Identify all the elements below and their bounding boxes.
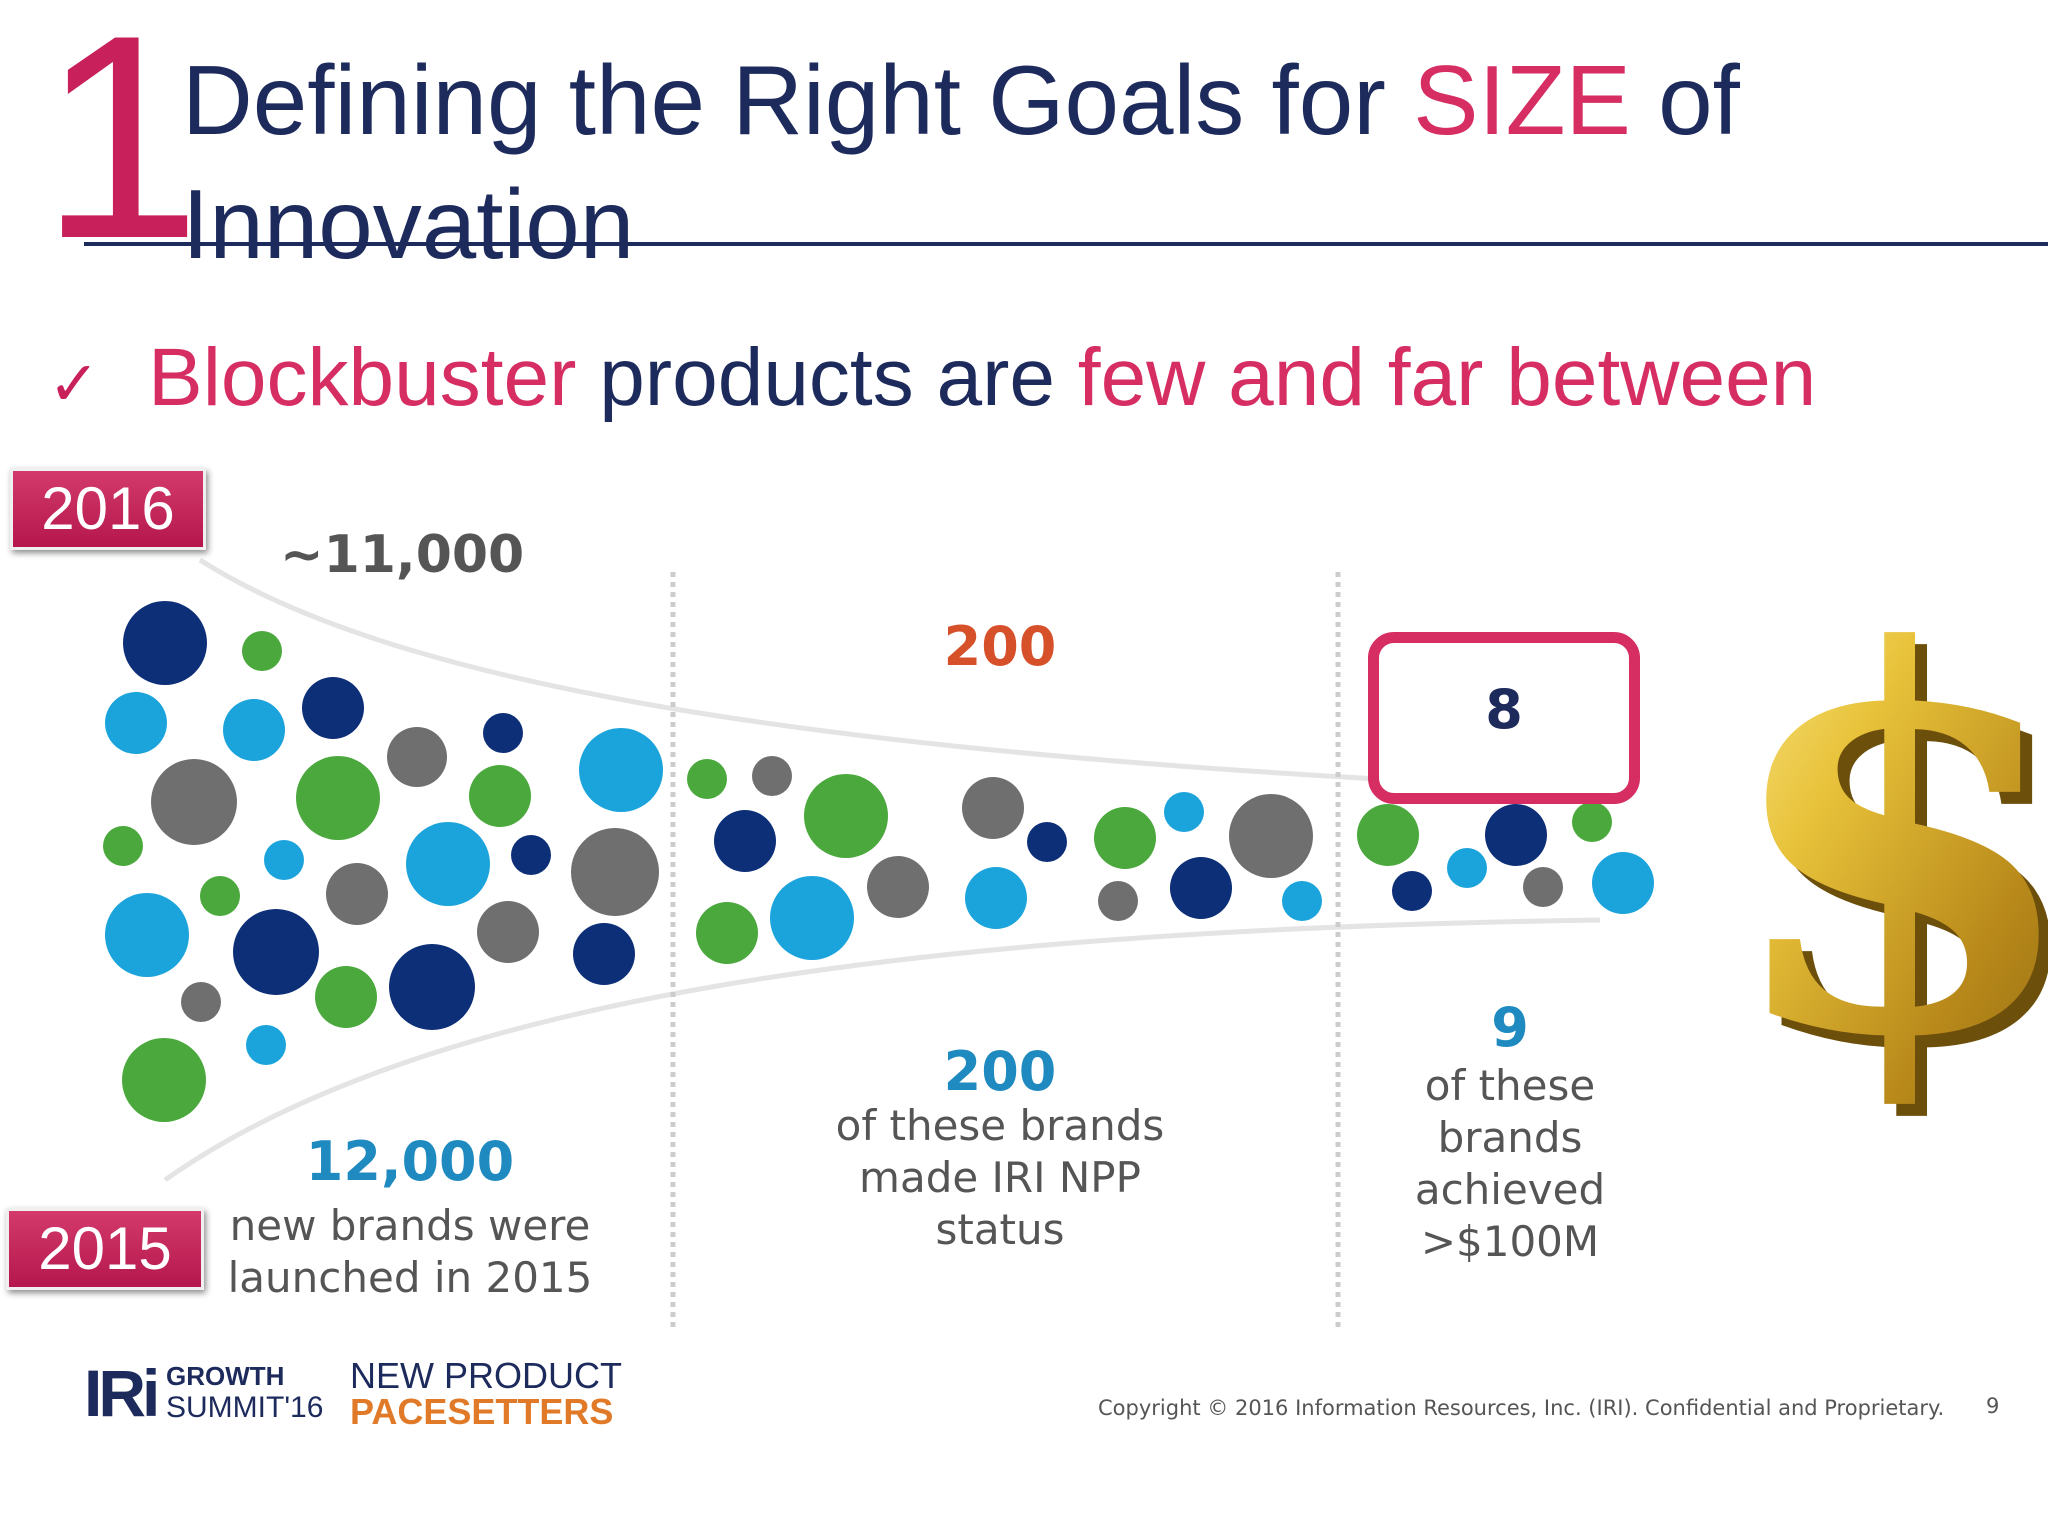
brand-dot xyxy=(123,601,207,685)
page-title: Defining the Right Goals for SIZE of Inn… xyxy=(182,38,1822,286)
brand-dots xyxy=(103,601,1654,1122)
brand-dot xyxy=(469,765,531,827)
funnel-bottom-curve xyxy=(163,917,1601,1183)
brand-dot xyxy=(477,901,539,963)
brand-dot xyxy=(1357,804,1419,866)
title-highlight: SIZE xyxy=(1413,45,1631,155)
brand-dot xyxy=(1164,792,1204,832)
brand-dot xyxy=(1572,802,1612,842)
bullet-text: products are xyxy=(576,332,1078,423)
brand-dot xyxy=(1229,794,1313,878)
dollar-sign-icon: $ $ xyxy=(1720,540,2048,1163)
growth-logo-text: GROWTH xyxy=(166,1361,285,1391)
bullet-point: ✓ Blockbuster products are few and far be… xyxy=(48,328,1816,435)
brand-dot xyxy=(246,1025,286,1065)
bullet-highlight-2: few and far between xyxy=(1077,332,1817,423)
stage2-2015-count: 200 xyxy=(943,1040,1057,1103)
new-product-logo-text: NEW PRODUCT xyxy=(350,1355,622,1396)
brand-dot xyxy=(965,867,1027,929)
brand-dot xyxy=(296,756,380,840)
brand-dot xyxy=(223,699,285,761)
brand-dot xyxy=(200,876,240,916)
stage1-2015-count: 12,000 xyxy=(305,1130,515,1193)
iri-logo: IRi xyxy=(84,1356,160,1430)
brand-dot xyxy=(326,863,388,925)
pacesetters-logo-text: PACESETTERS xyxy=(350,1391,614,1432)
funnel-top-curve xyxy=(198,557,1601,793)
stage1-2015-description: new brands were launched in 2015 xyxy=(227,1201,593,1302)
brand-dot xyxy=(264,840,304,880)
copyright-notice: Copyright © 2016 Information Resources, … xyxy=(1098,1396,1945,1420)
brand-dot xyxy=(151,759,237,845)
brand-dot xyxy=(696,902,758,964)
stage3-2016-count: 8 xyxy=(1485,678,1523,741)
brand-dot xyxy=(1485,804,1547,866)
slide-section-number: 1 xyxy=(40,0,201,299)
highlight-box xyxy=(1368,632,1640,804)
brand-dot xyxy=(181,982,221,1022)
brand-dot xyxy=(1592,852,1654,914)
brand-dot xyxy=(1523,867,1563,907)
title-underline xyxy=(84,242,2048,246)
brand-dot xyxy=(1282,881,1322,921)
brand-dot xyxy=(103,826,143,866)
brand-dot xyxy=(105,692,167,754)
brand-dot xyxy=(233,909,319,995)
brand-dot xyxy=(105,893,189,977)
brand-dot xyxy=(242,631,282,671)
brand-dot xyxy=(770,876,854,960)
brand-dot xyxy=(573,923,635,985)
brand-dot xyxy=(1447,848,1487,888)
title-text-2: of Innovation xyxy=(182,45,1740,279)
brand-dot xyxy=(1027,822,1067,862)
stage3-2015-description: of these brands achieved >$100M xyxy=(1414,1061,1606,1266)
brand-dot xyxy=(1392,871,1432,911)
brand-dot xyxy=(571,828,659,916)
brand-dot xyxy=(1170,857,1232,919)
summit-logo-text: SUMMIT'16 xyxy=(166,1391,324,1424)
svg-text:$: $ xyxy=(1720,540,2048,1151)
brand-dot xyxy=(1098,881,1138,921)
brand-dot xyxy=(387,727,447,787)
brand-dot xyxy=(511,835,551,875)
stage2-2016-count: 200 xyxy=(943,615,1057,678)
year-badge-2016: 2016 xyxy=(10,468,206,550)
brand-dot xyxy=(962,777,1024,839)
stage1-2016-count: ~11,000 xyxy=(280,525,525,585)
year-badge-2015: 2015 xyxy=(6,1208,204,1290)
svg-text:$: $ xyxy=(1732,552,2048,1163)
page-number: 9 xyxy=(1986,1394,2000,1418)
title-text-1: Defining the Right Goals for xyxy=(182,45,1414,155)
brand-dot xyxy=(579,728,663,812)
brand-dot xyxy=(315,966,377,1028)
brand-dot xyxy=(714,810,776,872)
brand-dot xyxy=(122,1038,206,1122)
brand-dot xyxy=(687,759,727,799)
brand-dot xyxy=(406,822,490,906)
brand-dot xyxy=(1094,807,1156,869)
brand-dot xyxy=(752,756,792,796)
brand-dot xyxy=(302,677,364,739)
brand-dot xyxy=(483,713,523,753)
brand-dot xyxy=(389,944,475,1030)
bullet-highlight-1: Blockbuster xyxy=(148,332,577,423)
checkmark-icon: ✓ xyxy=(48,350,100,419)
brand-dot xyxy=(804,774,888,858)
stage2-2015-description: of these brands made IRI NPP status xyxy=(835,1101,1165,1254)
brand-dot xyxy=(867,856,929,918)
stage3-2015-count: 9 xyxy=(1491,996,1529,1059)
